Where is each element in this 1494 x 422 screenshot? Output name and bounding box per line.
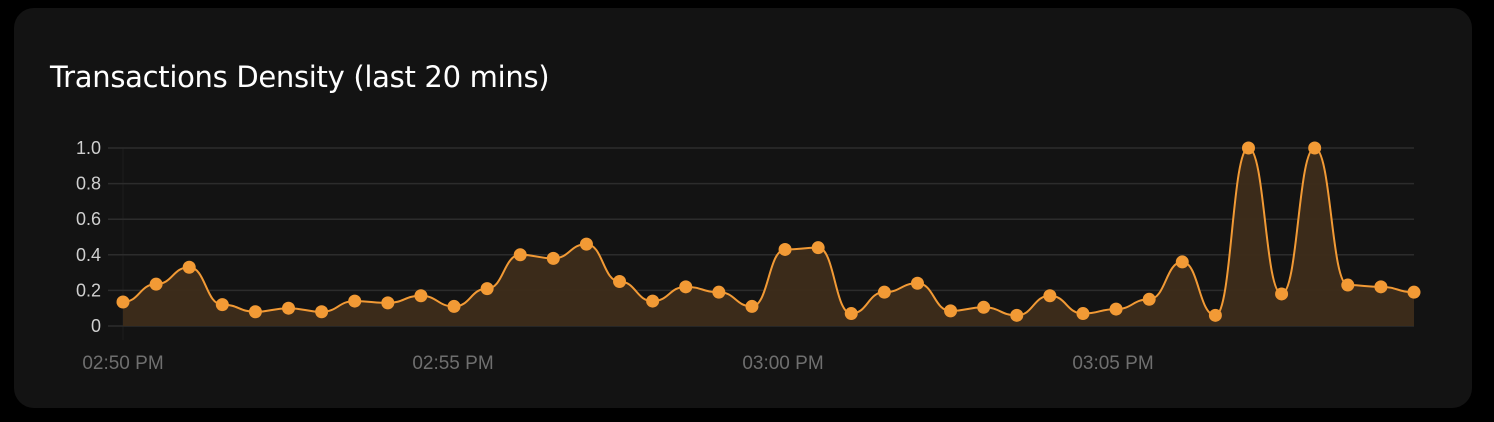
x-tick-label: 02:55 PM <box>412 353 493 374</box>
data-point[interactable] <box>1308 141 1322 155</box>
area-fill <box>123 148 1414 326</box>
y-tick-label: 0.4 <box>76 245 101 265</box>
data-point[interactable] <box>1407 285 1421 299</box>
data-point[interactable] <box>1076 307 1090 321</box>
data-point[interactable] <box>811 241 825 255</box>
x-tick-label: 03:05 PM <box>1072 353 1153 374</box>
chart-title: Transactions Density (last 20 mins) <box>50 60 550 94</box>
data-point[interactable] <box>1043 289 1057 303</box>
data-point[interactable] <box>513 248 527 262</box>
data-point[interactable] <box>579 237 593 251</box>
data-point[interactable] <box>977 300 991 314</box>
y-tick-label: 0.6 <box>76 209 101 229</box>
x-tick-label: 02:50 PM <box>82 353 163 374</box>
data-point[interactable] <box>910 276 924 290</box>
data-point[interactable] <box>745 299 759 313</box>
data-point[interactable] <box>215 298 229 312</box>
data-point[interactable] <box>1374 280 1388 294</box>
data-point[interactable] <box>480 282 494 296</box>
data-point[interactable] <box>613 275 627 288</box>
data-point[interactable] <box>149 277 163 291</box>
y-tick-label: 1.0 <box>76 138 101 158</box>
data-point[interactable] <box>315 305 329 319</box>
data-point[interactable] <box>944 304 958 318</box>
data-point[interactable] <box>381 296 395 310</box>
data-point[interactable] <box>1275 287 1289 301</box>
data-point[interactable] <box>414 289 428 303</box>
data-point[interactable] <box>1109 302 1123 316</box>
data-point[interactable] <box>877 285 891 299</box>
y-tick-label: 0.8 <box>76 174 101 194</box>
data-point[interactable] <box>712 285 726 299</box>
data-point[interactable] <box>646 294 660 308</box>
data-point[interactable] <box>844 307 858 321</box>
data-point[interactable] <box>1142 292 1156 306</box>
data-point[interactable] <box>282 301 296 315</box>
data-point[interactable] <box>1241 141 1255 155</box>
data-point[interactable] <box>1010 308 1024 322</box>
data-point[interactable] <box>447 299 461 313</box>
data-point[interactable] <box>546 251 560 265</box>
data-point[interactable] <box>1208 308 1222 322</box>
data-point[interactable] <box>679 280 693 294</box>
y-tick-label: 0.2 <box>76 280 101 300</box>
data-point[interactable] <box>116 295 130 309</box>
y-tick-label: 0 <box>91 316 101 336</box>
data-point[interactable] <box>778 242 792 256</box>
x-tick-label: 03:00 PM <box>742 353 823 374</box>
data-point[interactable] <box>1175 255 1189 269</box>
data-point[interactable] <box>1341 278 1355 292</box>
chart-card <box>14 8 1472 408</box>
data-point[interactable] <box>348 294 362 308</box>
data-point[interactable] <box>182 260 196 274</box>
data-point[interactable] <box>248 305 262 319</box>
